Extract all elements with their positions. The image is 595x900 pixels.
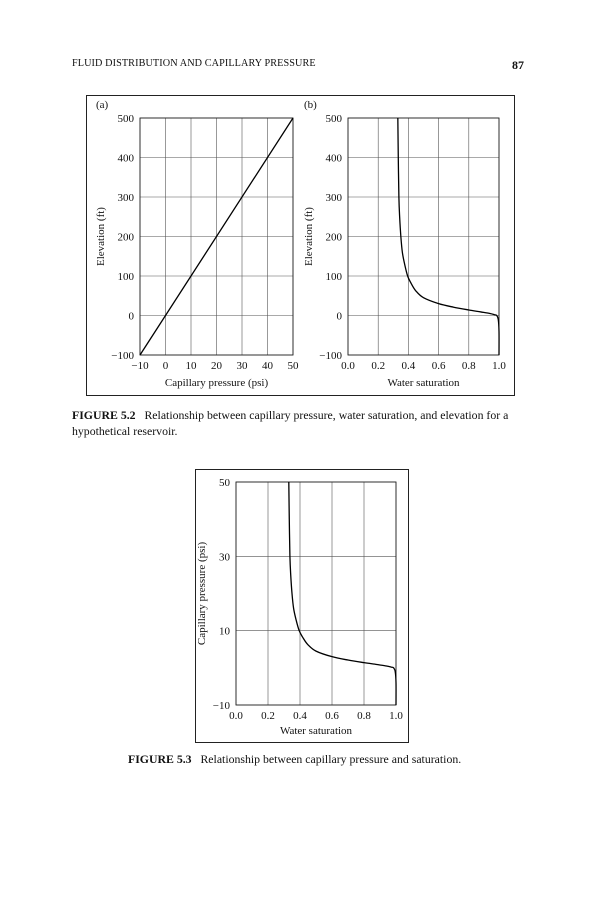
chart-b-plot-area	[347, 117, 500, 356]
chart-c-xtick-label: 0.2	[261, 710, 275, 722]
chart-b-series-line	[397, 117, 500, 356]
chart-a-xtick-label: 10	[186, 360, 198, 372]
chart-a-xtick-label: 50	[288, 360, 300, 372]
chart-a-xtick-label: 0	[163, 360, 169, 372]
chart-b-xtick-label: 0.6	[432, 360, 446, 372]
chart-b-xtick-label: 0.8	[462, 360, 476, 372]
figure-5-3-label: FIGURE 5.3	[128, 752, 192, 766]
chart-c-ytick-label: 30	[219, 551, 231, 563]
chart-a-panel-label: (a)	[96, 99, 109, 111]
chart-a-y-axis-label: Elevation (ft)	[95, 207, 107, 266]
chart-a-ytick-label: 200	[118, 232, 135, 244]
chart-a-xtick-label: 30	[237, 360, 249, 372]
chart-b-ytick-label: −100	[319, 350, 342, 362]
chart-b-ytick-label: 500	[326, 113, 343, 125]
chart-c-ytick-label: 50	[219, 477, 231, 489]
chart-b-xtick-label: 0.4	[402, 360, 416, 372]
chart-c-xtick-label: 0.6	[325, 710, 339, 722]
figure-5-3-frame	[195, 469, 409, 743]
chart-a-ytick-label: 400	[118, 153, 135, 165]
chart-c-ytick-label: −10	[213, 700, 231, 712]
chart-c-ytick-label: 10	[219, 626, 231, 638]
chart-a-series-line	[139, 117, 294, 356]
chart-a-xtick-label: 20	[211, 360, 223, 372]
chart-a-xtick-label: −10	[131, 360, 149, 372]
chart-b-panel-label: (b)	[304, 99, 317, 111]
chart-c-series-line	[288, 481, 397, 706]
chart-b-x-axis-label: Water saturation	[387, 377, 460, 389]
chart-a-xtick-label: 40	[262, 360, 274, 372]
chart-b-ytick-label: 300	[326, 192, 343, 204]
chart-c-xtick-label: 0.4	[293, 710, 307, 722]
chart-a-ytick-label: 300	[118, 192, 135, 204]
figure-5-2-caption-text: Relationship between capillary pressure,…	[72, 408, 509, 438]
chart-a-ytick-label: 500	[118, 113, 135, 125]
chart-b-ytick-label: 400	[326, 153, 343, 165]
chart-a-ytick-label: 100	[118, 271, 135, 283]
chart-b-xtick-label: 0.2	[371, 360, 385, 372]
chart-b-xtick-label: 0.0	[341, 360, 355, 372]
chart-b-ytick-label: 100	[326, 271, 343, 283]
chart-c-x-axis-label: Water saturation	[280, 725, 353, 737]
chart-c-xtick-label: 0.0	[229, 710, 243, 722]
running-head: FLUID DISTRIBUTION AND CAPILLARY PRESSUR…	[72, 58, 316, 69]
page-number: 87	[512, 58, 524, 72]
chart-b-xtick-label: 1.0	[492, 360, 506, 372]
chart-a-ytick-label: 0	[129, 311, 135, 323]
chart-c-y-axis-label: Capillary pressure (psi)	[196, 542, 208, 646]
figure-5-2-frame	[86, 95, 515, 396]
chart-c-xtick-label: 1.0	[389, 710, 403, 722]
chart-b-ytick-label: 0	[337, 311, 343, 323]
chart-b-ytick-label: 200	[326, 232, 343, 244]
figure-5-2-label: FIGURE 5.2	[72, 408, 136, 422]
chart-c-xtick-label: 0.8	[357, 710, 371, 722]
chart-a-plot-area	[139, 117, 294, 356]
chart-c-plot-area	[235, 481, 397, 706]
figure-5-3-caption: FIGURE 5.3 Relationship between capillar…	[128, 751, 528, 767]
chart-a-x-axis-label: Capillary pressure (psi)	[165, 377, 269, 389]
chart-a-ytick-label: −100	[111, 350, 134, 362]
figure-5-2-caption: FIGURE 5.2 Relationship between capillar…	[72, 407, 532, 439]
figure-5-3-caption-text: Relationship between capillary pressure …	[200, 752, 462, 766]
chart-b-y-axis-label: Elevation (ft)	[303, 207, 315, 266]
